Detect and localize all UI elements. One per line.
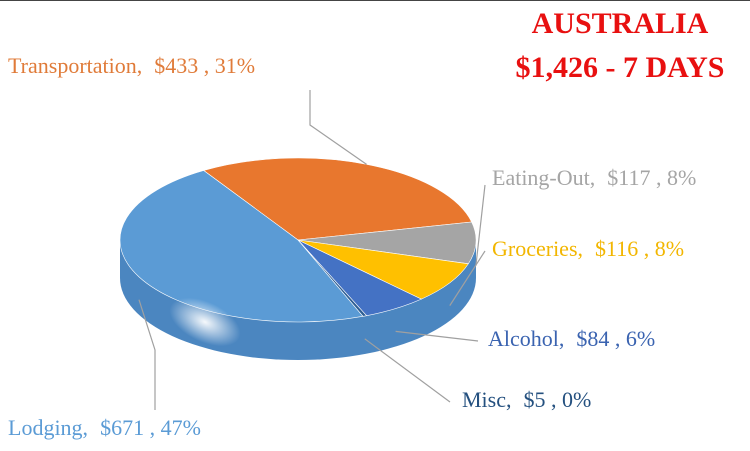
value-label: $5 , 0% — [524, 387, 592, 412]
leader-line — [475, 184, 486, 266]
data-label: Eating-Out, $117 , 8% — [492, 165, 696, 190]
chart-title: AUSTRALIA — [532, 7, 709, 40]
highlight — [169, 297, 241, 347]
labels: Transportation, $433 , 31% Eating-Out, $117… — [8, 53, 696, 440]
pie-slice — [297, 221, 477, 265]
category-label: Transportation, — [8, 53, 142, 78]
leader-line — [138, 299, 156, 410]
pie — [119, 157, 477, 360]
data-label: Alcohol, $84 , 6% — [488, 326, 655, 351]
value-label: $116 , 8% — [595, 236, 684, 261]
data-label: Lodging, $671 , 47% — [8, 415, 201, 440]
data-label: Transportation, $433 , 31% — [8, 53, 255, 78]
category-label: Eating-Out, — [492, 165, 595, 190]
category-label: Lodging, — [8, 415, 88, 440]
pie-slice — [297, 239, 469, 300]
value-label: $117 , 8% — [607, 165, 696, 190]
category-label: Alcohol, — [488, 326, 564, 351]
data-label: Misc, $5 , 0% — [462, 387, 591, 412]
pie-slice — [119, 170, 364, 323]
value-label: $433 , 31% — [154, 53, 255, 78]
category-label: Groceries, — [492, 236, 583, 261]
value-label: $671 , 47% — [100, 415, 201, 440]
category-label: Misc, — [462, 387, 512, 412]
chart-subtitle: $1,426 - 7 DAYS — [516, 51, 725, 84]
data-label: Groceries, $116 , 8% — [492, 236, 684, 261]
leader-line — [449, 250, 486, 306]
leader-line — [364, 338, 451, 403]
value-label: $84 , 6% — [576, 326, 655, 351]
leader-line — [309, 90, 367, 165]
leader-line — [395, 330, 479, 342]
